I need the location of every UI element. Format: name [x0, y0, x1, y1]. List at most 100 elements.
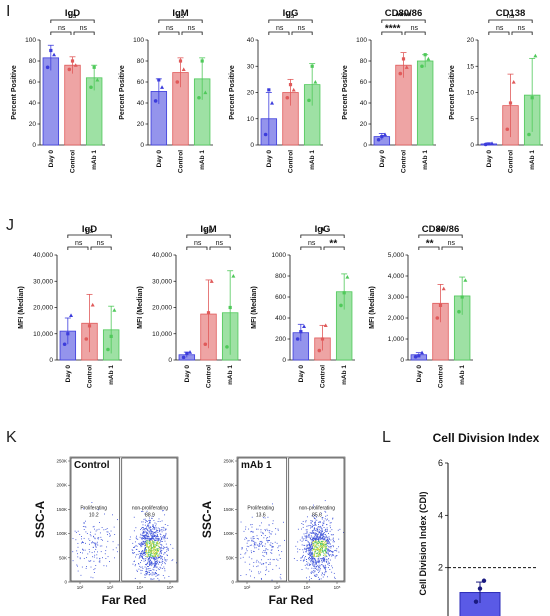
flow-dot	[314, 552, 316, 554]
flow-dot	[148, 570, 150, 572]
flow-dot	[158, 547, 160, 549]
y-tick-label: 20	[137, 121, 145, 128]
flow-dot	[107, 531, 109, 533]
data-point	[345, 275, 350, 279]
flow-dot	[94, 537, 96, 539]
data-point	[380, 135, 384, 139]
flow-dot	[321, 512, 322, 514]
flow-dot	[324, 547, 326, 549]
flow-dot	[146, 533, 148, 535]
flow-plot-1: mAb 1Proliferating13.6non-proliferating8…	[200, 456, 346, 607]
flow-dot	[330, 545, 332, 547]
flow-y-axis-label: SSC-A	[200, 501, 214, 539]
data-point	[307, 98, 311, 103]
flow-dot	[320, 534, 322, 536]
flow-dot	[324, 566, 326, 568]
y-tick-label: 0	[400, 357, 404, 364]
flow-dot	[257, 561, 259, 563]
flow-dot	[87, 553, 89, 555]
flow-dot	[297, 528, 299, 530]
flow-dot	[325, 541, 327, 543]
flow-dot	[312, 538, 314, 540]
significance-label: ns	[166, 25, 174, 32]
flow-dot	[242, 556, 244, 558]
flow-dot	[161, 529, 163, 531]
flow-dot	[310, 522, 312, 524]
flow-dot	[149, 550, 151, 552]
flow-dot	[143, 537, 145, 539]
flow-dot	[151, 574, 153, 576]
flow-dot	[142, 541, 144, 543]
gate-non-proliferating	[121, 457, 178, 582]
flow-dot	[146, 563, 148, 565]
flow-dot	[160, 550, 162, 552]
flow-dot	[144, 577, 146, 578]
flow-dot	[299, 539, 301, 541]
flow-dot	[167, 549, 169, 551]
y-tick-label: 30,000	[152, 278, 172, 285]
flow-dot	[332, 518, 334, 520]
flow-dot	[150, 569, 152, 571]
flow-dot	[325, 542, 327, 544]
flow-dot	[141, 551, 143, 552]
data-point	[313, 80, 318, 84]
flow-dot	[161, 557, 163, 559]
flow-dot	[138, 551, 140, 553]
flow-dot	[150, 561, 152, 563]
flow-dot	[306, 536, 308, 538]
flow-dot	[329, 543, 331, 545]
y-tick-label: 60	[137, 79, 145, 86]
flow-dot	[153, 538, 154, 540]
flow-dot	[316, 553, 318, 554]
flow-dot	[241, 547, 243, 548]
y-tick-label: 5,000	[388, 252, 405, 259]
flow-dot	[158, 554, 160, 556]
flow-dot	[328, 540, 330, 542]
flow-dot	[314, 562, 316, 564]
flow-dot	[319, 565, 321, 567]
significance-label: ns	[177, 13, 185, 20]
flow-dot	[166, 550, 168, 552]
flow-dot	[154, 532, 155, 533]
flow-dot	[157, 540, 159, 542]
flow-dot	[165, 532, 167, 534]
flow-dot	[309, 546, 311, 548]
flow-dot	[157, 543, 159, 545]
significance-bracket	[186, 234, 231, 238]
flow-dot	[326, 576, 328, 578]
flow-dot	[321, 534, 322, 536]
flow-dot	[325, 551, 326, 553]
flow-x-tick-label: 10⁴	[304, 585, 311, 590]
flow-dot	[154, 563, 156, 565]
flow-dot	[319, 531, 321, 533]
flow-y-tick-label: 50K	[59, 555, 67, 560]
flow-dot	[257, 544, 259, 546]
flow-dot	[145, 552, 147, 554]
flow-dot	[313, 506, 315, 508]
data-point	[106, 347, 110, 352]
flow-dot	[325, 548, 327, 550]
flow-dot	[319, 542, 321, 543]
flow-dot	[323, 554, 325, 556]
flow-dot	[156, 536, 158, 538]
flow-dot	[314, 537, 316, 539]
flow-dot	[261, 522, 262, 524]
flow-dot	[308, 548, 310, 550]
data-point	[295, 337, 300, 341]
flow-dot	[150, 528, 152, 530]
flow-dot	[331, 529, 333, 531]
flow-dot	[141, 553, 143, 555]
flow-dot	[319, 554, 321, 555]
flow-dot	[272, 523, 274, 525]
flow-dot	[313, 543, 315, 545]
flow-dot	[261, 541, 263, 543]
flow-dot	[332, 517, 334, 519]
flow-dot	[317, 536, 319, 538]
flow-dot	[320, 536, 322, 538]
flow-dot	[145, 534, 147, 536]
flow-dot	[81, 542, 82, 544]
flow-dot	[162, 526, 164, 528]
flow-dot	[252, 531, 253, 533]
significance-label: **	[437, 227, 445, 238]
flow-dot	[140, 552, 142, 554]
